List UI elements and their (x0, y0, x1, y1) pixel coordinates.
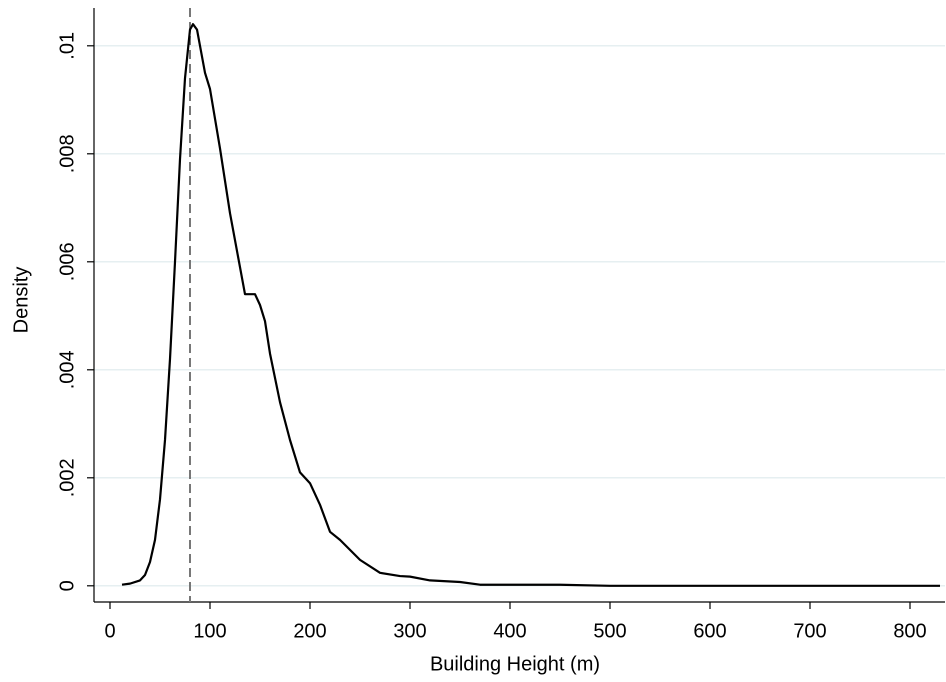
y-tick-label: .002 (56, 458, 78, 497)
x-tick-label: 400 (493, 620, 526, 642)
x-tick-label: 200 (293, 620, 326, 642)
x-tick-label: 100 (193, 620, 226, 642)
x-tick-label: 0 (104, 620, 115, 642)
density-line (121, 23, 940, 587)
x-tick-label: 600 (693, 620, 726, 642)
y-tick-label: .004 (56, 350, 78, 389)
x-tick-label: 300 (393, 620, 426, 642)
y-axis-title: Density (10, 267, 32, 334)
y-tick-label: .006 (56, 242, 78, 281)
x-tick-label: 500 (593, 620, 626, 642)
x-tick-label: 800 (893, 620, 926, 642)
y-tick-label: 0 (56, 580, 78, 591)
x-tick-label: 700 (793, 620, 826, 642)
y-tick-label: .008 (56, 134, 78, 173)
y-tick-label: .01 (56, 32, 78, 60)
x-axis-title: Building Height (m) (430, 653, 600, 675)
